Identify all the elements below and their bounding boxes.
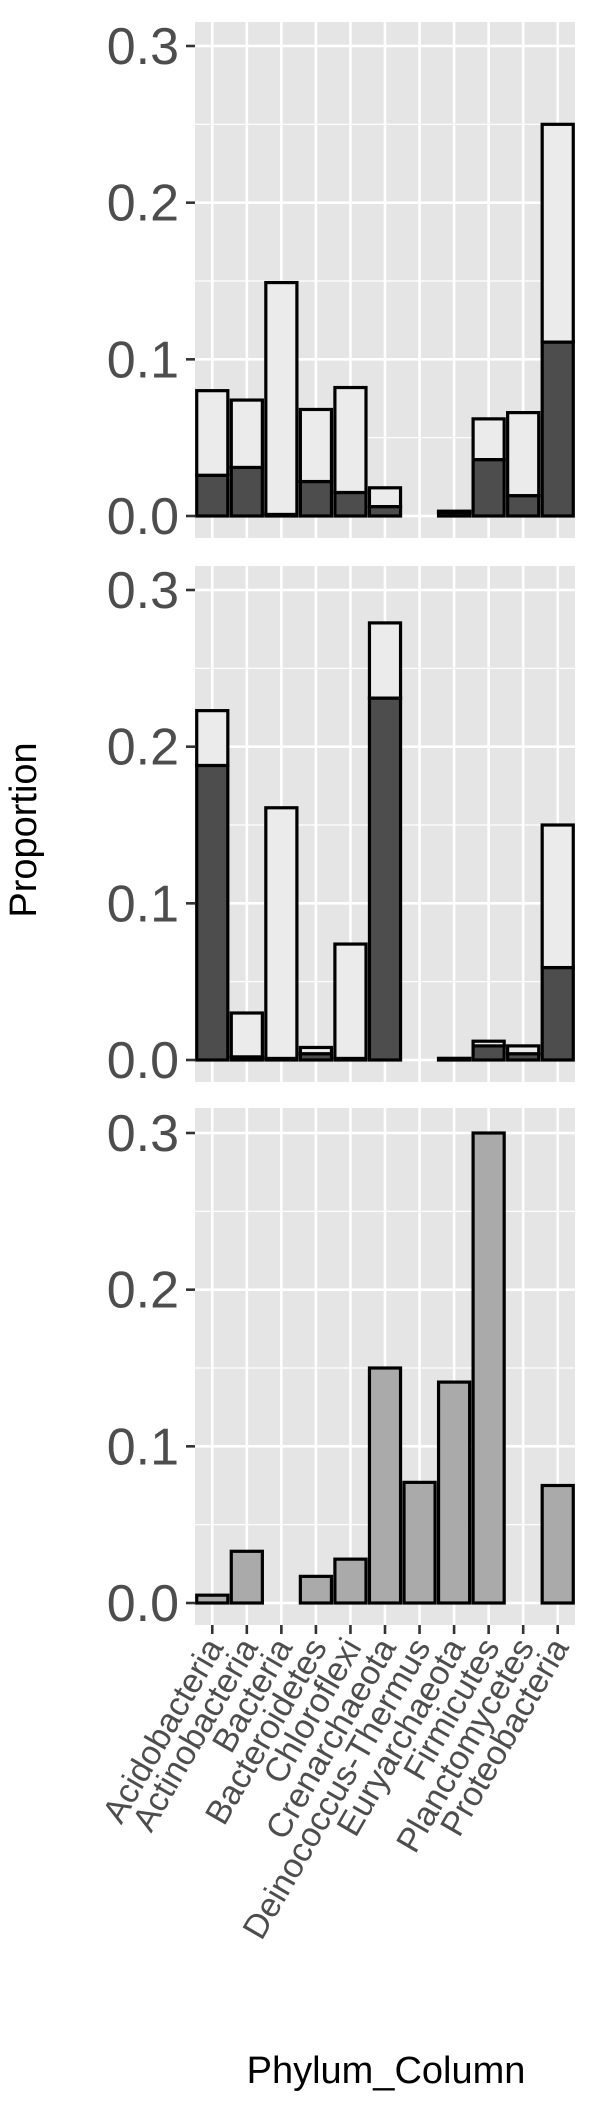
bar-segment bbox=[436, 1056, 472, 1062]
y-tick-label: 0.1 bbox=[107, 1418, 179, 1476]
bar-segment bbox=[402, 1480, 437, 1605]
bar-segment bbox=[471, 1131, 506, 1605]
bar-segment bbox=[264, 806, 299, 1061]
panels-layer: 0.0 0.1 0.2 0.3 0.0 0.1 0.2 0.3 0.0 0.1 0.2 0.3 bbox=[107, 18, 575, 1633]
bar-segment bbox=[540, 823, 575, 970]
bar-segment bbox=[506, 1044, 541, 1056]
bar-segment bbox=[367, 1366, 403, 1605]
bar-segment bbox=[229, 398, 264, 470]
bar-segment bbox=[195, 1593, 230, 1605]
bar-segment bbox=[367, 696, 403, 1062]
bar-segment bbox=[298, 407, 334, 484]
facet-panel: 0.0 0.1 0.2 0.3 bbox=[107, 1105, 575, 1633]
bar-segment bbox=[333, 490, 368, 518]
x-axis-title: Phylum_Column bbox=[247, 2050, 526, 2092]
bar-segment bbox=[367, 486, 403, 509]
bar-segment bbox=[540, 1483, 575, 1605]
y-tick-label: 0.1 bbox=[107, 331, 179, 389]
y-tick-label: 0.2 bbox=[107, 1262, 179, 1320]
bar-segment bbox=[298, 1045, 334, 1056]
y-tick-label: 0.0 bbox=[107, 488, 179, 546]
bar-segment bbox=[540, 122, 575, 344]
x-axis: AcidobacteriaActinobacteriaBacteriaBacte… bbox=[95, 1625, 577, 1946]
y-tick-label: 0.3 bbox=[107, 1105, 179, 1163]
bar-segment bbox=[436, 509, 472, 515]
y-tick-label: 0.3 bbox=[107, 18, 179, 76]
bar-segment bbox=[298, 479, 334, 518]
bar-segment bbox=[540, 965, 575, 1062]
bar-segment bbox=[506, 494, 541, 518]
bar-segment bbox=[333, 1557, 368, 1605]
y-tick-label: 0.2 bbox=[107, 175, 179, 233]
y-axis-title: Proportion bbox=[3, 742, 45, 917]
y-tick-label: 0.1 bbox=[107, 875, 179, 933]
facet-panel: 0.0 0.1 0.2 0.3 bbox=[107, 18, 575, 546]
bar-segment bbox=[229, 465, 264, 518]
facet-panel: 0.0 0.1 0.2 0.3 bbox=[107, 562, 575, 1090]
y-tick-label: 0.3 bbox=[107, 562, 179, 620]
bar-segment bbox=[471, 458, 506, 518]
bar-segment bbox=[471, 417, 506, 462]
bar-segment bbox=[195, 709, 230, 768]
bar-segment bbox=[229, 1549, 264, 1605]
bar-segment bbox=[298, 1574, 334, 1605]
y-tick-label: 0.0 bbox=[107, 1575, 179, 1633]
y-tick-label: 0.0 bbox=[107, 1032, 179, 1090]
y-tick-label: 0.2 bbox=[107, 719, 179, 777]
bar-segment bbox=[195, 763, 230, 1062]
bar-segment bbox=[195, 389, 230, 477]
bar-segment bbox=[195, 473, 230, 518]
bar-segment bbox=[471, 1044, 506, 1062]
bar-segment bbox=[229, 1011, 264, 1059]
bar-segment bbox=[264, 280, 299, 517]
bar-segment bbox=[471, 1039, 506, 1048]
bar-segment bbox=[367, 621, 403, 700]
bar-segment bbox=[540, 340, 575, 518]
bar-segment bbox=[333, 385, 368, 495]
bar-segment bbox=[436, 1380, 472, 1605]
bar-segment bbox=[333, 942, 368, 1061]
bar-segment bbox=[506, 411, 541, 498]
